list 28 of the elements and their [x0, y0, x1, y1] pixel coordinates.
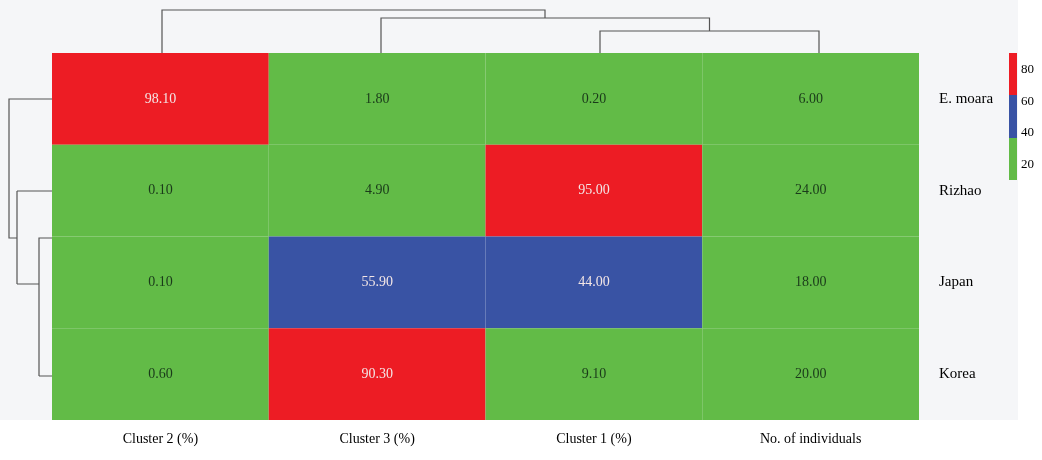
data-label: 0.20 [581, 90, 607, 106]
data-label: 44.00 [578, 274, 610, 290]
text: 60 [1021, 92, 1034, 108]
data-label: 1.80 [364, 90, 390, 106]
data-label: 55.90 [361, 274, 393, 290]
x-tick-label: Cluster 2 (%) [122, 431, 199, 448]
y-tick-label: Rizhao [939, 181, 982, 198]
y-tick-label: E. moara [939, 89, 994, 106]
data-label: 98.10 [144, 90, 177, 106]
data-label: 20.00 [794, 365, 827, 381]
x-tick-label: Cluster 3 (%) [339, 431, 416, 448]
data-label: 95.00 [578, 182, 610, 198]
text: 20 [1021, 156, 1034, 172]
data-label: 0.10 [148, 274, 173, 290]
data-label: 0.10 [148, 182, 173, 198]
data-label: 0.60 [148, 365, 173, 381]
y-tick-label: Japan [939, 273, 974, 290]
data-label: 6.00 [798, 90, 823, 106]
text: 80 [1021, 60, 1034, 76]
data-label: 24.00 [794, 182, 827, 198]
y-tick-label: Korea [939, 365, 976, 382]
data-label: 9.10 [581, 365, 607, 381]
x-tick-label: No. of individuals [759, 431, 862, 447]
x-tick-label: Cluster 1 (%) [556, 431, 632, 448]
data-label: 18.00 [794, 274, 827, 290]
data-label: 4.90 [364, 182, 390, 198]
data-label: 90.30 [361, 365, 393, 381]
text: 40 [1021, 124, 1034, 140]
